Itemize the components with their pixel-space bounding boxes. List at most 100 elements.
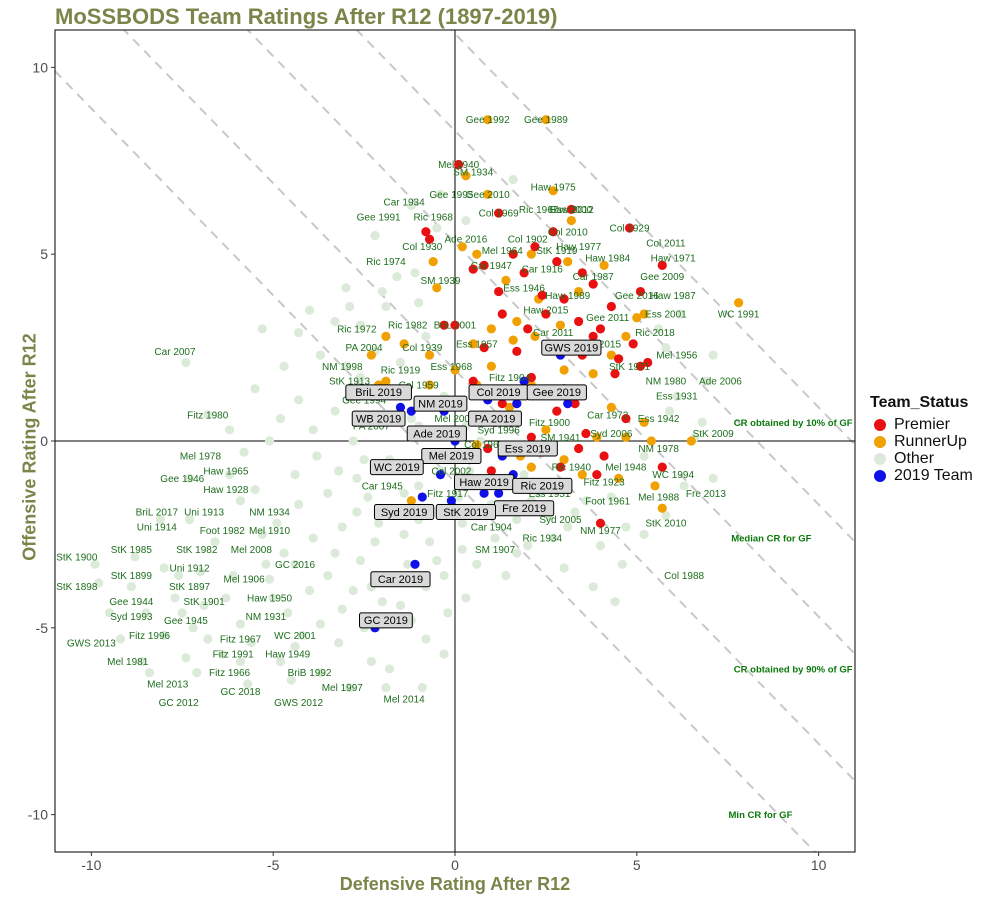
point-other xyxy=(170,593,180,603)
point-other xyxy=(606,492,616,502)
point-label: Car 1972 xyxy=(587,410,629,421)
point-other xyxy=(410,268,420,278)
point-runnerup xyxy=(381,331,391,341)
point-label: Car 2011 xyxy=(533,328,574,339)
point-other xyxy=(275,413,286,424)
boxed-label: Syd 2019 xyxy=(381,507,427,519)
point-label: GC 2016 xyxy=(275,560,315,571)
point-other xyxy=(235,496,246,506)
point-label: Fitz 1980 xyxy=(187,410,229,421)
y-tick-label: 10 xyxy=(32,59,48,75)
point-label: Haw 1950 xyxy=(247,593,292,604)
point-other xyxy=(181,653,191,663)
point-label: Haw 1987 xyxy=(651,291,696,302)
point-other xyxy=(414,481,424,491)
point-other xyxy=(264,574,275,584)
point-other xyxy=(250,384,260,394)
point-label: Haw 1984 xyxy=(585,253,630,264)
x-tick-label: 10 xyxy=(811,857,827,873)
point-premier xyxy=(574,316,584,327)
point-other xyxy=(290,559,300,569)
point-other xyxy=(417,683,427,693)
point-runnerup xyxy=(541,425,551,435)
point-2019-team xyxy=(435,470,446,480)
point-label: Mel 1948 xyxy=(605,463,647,474)
point-premier xyxy=(588,331,598,341)
point-label: Uni 1912 xyxy=(170,564,210,575)
point-other xyxy=(337,522,347,532)
point-other xyxy=(344,683,355,693)
point-other xyxy=(181,357,191,368)
point-premier xyxy=(548,227,558,237)
point-label: Ric 1982 xyxy=(388,321,428,332)
point-label: Ess 1968 xyxy=(431,362,473,373)
point-runnerup xyxy=(606,402,616,412)
point-other xyxy=(406,413,416,424)
point-other xyxy=(286,675,296,685)
point-runnerup xyxy=(566,215,576,226)
point-other xyxy=(512,548,522,558)
point-other xyxy=(664,406,675,416)
point-label: Foot 1982 xyxy=(200,526,245,537)
point-premier xyxy=(508,249,518,259)
point-premier xyxy=(595,324,606,334)
boxed-label-bg xyxy=(373,503,435,520)
boxed-label-bg xyxy=(413,395,468,412)
point-label: SM 1941 xyxy=(540,433,580,444)
point-label: Gee 1992 xyxy=(466,115,510,126)
reference-line-label: CR obtained by 90% of GF xyxy=(734,664,853,675)
point-label: StK 2009 xyxy=(693,429,735,440)
series-premier xyxy=(421,159,667,528)
point-other xyxy=(203,410,213,420)
reference-line-label: Min CR for GF xyxy=(729,810,793,821)
legend-key-other xyxy=(874,452,886,465)
point-runnerup xyxy=(621,432,631,442)
boxed-label: WC 2019 xyxy=(374,462,420,474)
point-label: NM 1980 xyxy=(646,377,687,388)
point-other xyxy=(155,514,166,525)
point-label: Col 1929 xyxy=(610,224,650,235)
point-other xyxy=(661,342,671,353)
point-runnerup xyxy=(381,376,391,386)
point-label: Car 1947 xyxy=(471,261,513,272)
point-label: StK 1900 xyxy=(56,552,98,563)
point-other xyxy=(348,585,358,596)
boxed-label-bg xyxy=(526,384,587,401)
point-premier xyxy=(559,294,569,304)
point-premier xyxy=(526,372,536,383)
point-runnerup xyxy=(614,473,624,483)
point-other xyxy=(130,552,140,562)
point-label: Ess 2001 xyxy=(645,309,687,320)
point-premier xyxy=(624,223,635,233)
point-runnerup xyxy=(686,436,696,446)
point-label: Gee 2016 xyxy=(615,291,659,302)
point-other xyxy=(290,641,300,652)
point-label: Haw 1975 xyxy=(531,182,576,193)
point-other xyxy=(264,436,275,446)
point-label: Fre 2013 xyxy=(686,489,726,500)
point-runnerup xyxy=(472,249,482,259)
point-premier xyxy=(537,290,547,300)
point-label: StK 1901 xyxy=(184,597,226,608)
point-runnerup xyxy=(483,189,493,199)
boxed-label-bg xyxy=(406,425,467,442)
point-other xyxy=(457,544,467,554)
point-other xyxy=(315,668,326,678)
point-label: NM 1977 xyxy=(580,526,621,537)
boxed-label: GC 2019 xyxy=(364,615,408,627)
point-other xyxy=(355,372,366,383)
point-other xyxy=(184,473,195,483)
point-2019-team xyxy=(512,399,522,409)
point-label: WC 1994 xyxy=(652,470,694,481)
point-other xyxy=(308,533,318,543)
point-runnerup xyxy=(486,324,496,334)
point-other xyxy=(210,537,220,547)
legend-item-2019-team: 2019 Team xyxy=(870,467,973,484)
legend-title: Team_Status xyxy=(870,394,969,411)
point-label: GC 2012 xyxy=(159,698,199,709)
point-label: Col 1959 xyxy=(399,380,439,391)
point-other xyxy=(330,316,340,327)
point-label: Ess 1951 xyxy=(529,489,571,500)
point-other xyxy=(224,470,235,480)
point-label: GWS 2013 xyxy=(67,638,116,649)
